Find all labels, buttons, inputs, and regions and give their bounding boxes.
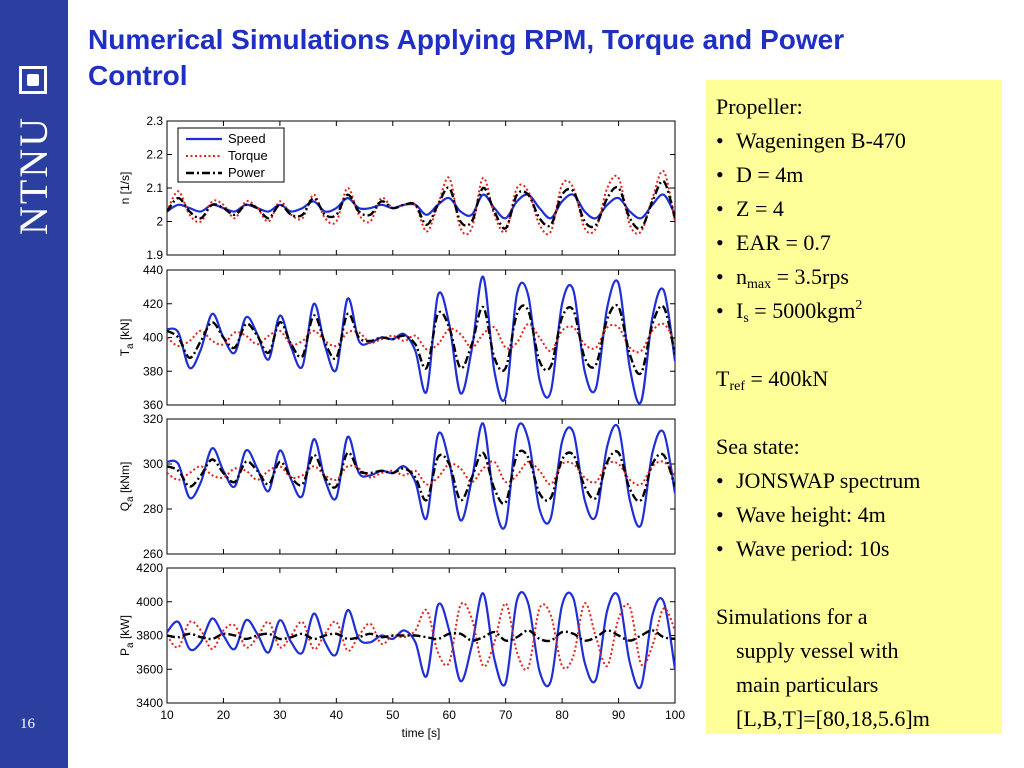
info-box: Propeller: • Wageningen B-470 • D = 4m • Z …	[706, 80, 1002, 734]
x-tick-label: 50	[386, 708, 400, 722]
y-tick-label: 320	[143, 412, 163, 426]
series-line-power-2	[167, 303, 675, 376]
y-axis-label-3: Qa [kNm]	[118, 462, 136, 512]
sidebar: NTNU 16	[0, 0, 68, 768]
x-tick-label: 80	[555, 708, 569, 722]
y-tick-label: 4000	[136, 595, 163, 609]
y-tick-label: 4200	[136, 561, 163, 575]
series-line-speed-3	[167, 422, 675, 530]
plot-frame-3	[166, 418, 676, 555]
sea-item-height: • Wave height: 4m	[716, 502, 886, 527]
x-tick-label: 20	[217, 708, 231, 722]
propeller-item-diameter: • D = 4m	[716, 162, 804, 187]
sim-text-line-4: [L,B,T]=[80,18,5.6]m	[736, 706, 930, 731]
x-tick-label: 100	[665, 708, 685, 722]
sea-item-spectrum: • JONSWAP spectrum	[716, 468, 921, 493]
propeller-item-nmax: • nmax = 3.5rps	[716, 264, 849, 292]
y-tick-label: 1.9	[146, 248, 163, 262]
page-number: 16	[20, 716, 35, 732]
x-tick-label: 30	[273, 708, 287, 722]
y-tick-label: 400	[143, 331, 163, 345]
series-line-torque-4	[167, 601, 675, 671]
propeller-item-type: • Wageningen B-470	[716, 128, 906, 153]
plot-frame-2	[166, 269, 676, 406]
y-tick-label: 2.3	[146, 114, 163, 128]
y-tick-label: 2.1	[146, 181, 163, 195]
y-tick-label: 280	[143, 502, 163, 516]
y-axis-label-2: Ta [kN]	[118, 319, 136, 357]
y-tick-label: 300	[143, 457, 163, 471]
x-tick-label: 90	[612, 708, 626, 722]
series-line-power-3	[167, 449, 675, 505]
series-line-torque-3	[167, 460, 675, 486]
x-tick-label: 70	[499, 708, 513, 722]
sim-text-line-1: Simulations for a	[716, 604, 868, 629]
propeller-item-ear: • EAR = 0.7	[716, 230, 831, 255]
series-line-speed-4	[167, 591, 675, 690]
series-line-power-4	[167, 629, 675, 643]
legend-label-torque: Torque	[228, 148, 268, 163]
propeller-heading: Propeller:	[716, 94, 803, 119]
series-line-power-1	[167, 179, 675, 231]
series-line-torque-1	[167, 169, 675, 236]
y-tick-label: 440	[143, 263, 163, 277]
slide-title: Numerical Simulations Applying RPM, Torq…	[88, 24, 845, 91]
y-tick-label: 3400	[136, 696, 163, 710]
simulation-plots: 1.922.12.22.3n [1/s]SpeedTorquePower3603…	[118, 114, 685, 740]
x-axis-label: time [s]	[402, 726, 441, 740]
y-tick-label: 380	[143, 364, 163, 378]
y-tick-label: 3800	[136, 629, 163, 643]
y-axis-label-4: Pa [kW]	[118, 615, 136, 656]
y-tick-label: 3600	[136, 662, 163, 676]
sea-state-heading: Sea state:	[716, 434, 800, 459]
sea-item-period: • Wave period: 10s	[716, 536, 890, 561]
plot-frame-4	[166, 567, 676, 704]
y-tick-label: 2.2	[146, 148, 163, 162]
propeller-item-inertia: • Is = 5000kgm2	[716, 298, 863, 326]
x-tick-label: 10	[160, 708, 174, 722]
series-line-torque-2	[167, 322, 675, 354]
y-tick-label: 360	[143, 398, 163, 412]
propeller-item-blades: • Z = 4	[716, 196, 784, 221]
sim-text-line-2: supply vessel with	[736, 638, 899, 663]
y-tick-label: 420	[143, 297, 163, 311]
x-tick-label: 60	[443, 708, 457, 722]
x-tick-label: 40	[330, 708, 344, 722]
y-tick-label: 260	[143, 547, 163, 561]
legend-label-power: Power	[228, 165, 266, 180]
legend-label-speed: Speed	[228, 131, 266, 146]
torque-reference: Tref = 400kN	[716, 366, 829, 394]
y-axis-label-1: n [1/s]	[118, 172, 132, 205]
ntnu-logo-icon	[19, 66, 47, 94]
y-tick-label: 2	[156, 215, 163, 229]
sim-text-line-3: main particulars	[736, 672, 879, 697]
